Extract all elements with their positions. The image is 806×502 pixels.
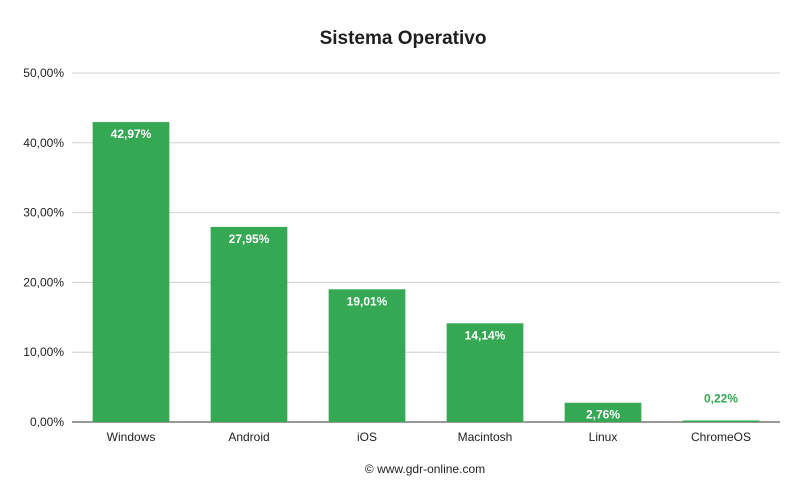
y-tick-label: 20,00% bbox=[23, 275, 64, 289]
bar-windows bbox=[92, 122, 170, 422]
y-axis: 0,00% 10,00% 20,00% 30,00% 40,00% 50,00% bbox=[23, 66, 64, 429]
data-label: 42,97% bbox=[111, 127, 152, 141]
x-category-label: Windows bbox=[107, 430, 156, 444]
y-tick-label: 30,00% bbox=[23, 206, 64, 220]
data-label: 0,22% bbox=[704, 391, 738, 405]
x-category-label: Linux bbox=[589, 430, 618, 444]
bar-linux bbox=[564, 402, 642, 422]
data-label: 27,95% bbox=[229, 232, 270, 246]
x-axis: Windows Android iOS Macintosh Linux ChromeOS bbox=[107, 430, 751, 444]
bar-ios bbox=[328, 289, 406, 422]
x-category-label: ChromeOS bbox=[691, 430, 751, 444]
data-label: 2,76% bbox=[586, 408, 620, 422]
x-category-label: Macintosh bbox=[458, 430, 513, 444]
y-tick-label: 10,00% bbox=[23, 345, 64, 359]
bar-android bbox=[210, 226, 288, 422]
gridlines bbox=[72, 72, 780, 423]
data-label: 14,14% bbox=[465, 328, 506, 342]
data-label: 19,01% bbox=[347, 294, 388, 308]
y-tick-label: 50,00% bbox=[23, 66, 64, 80]
copyright-footer: © www.gdr-online.com bbox=[365, 462, 485, 476]
chart-title: Sistema Operativo bbox=[320, 28, 487, 49]
y-tick-label: 40,00% bbox=[23, 136, 64, 150]
bar-macintosh bbox=[446, 323, 524, 422]
bar-chromeos bbox=[682, 420, 760, 422]
x-category-label: iOS bbox=[357, 430, 377, 444]
x-category-label: Android bbox=[228, 430, 269, 444]
bars: 42,97% 27,95% 19,01% 14,14% 2,76% 0,22% bbox=[92, 122, 760, 422]
y-tick-label: 0,00% bbox=[30, 415, 64, 429]
